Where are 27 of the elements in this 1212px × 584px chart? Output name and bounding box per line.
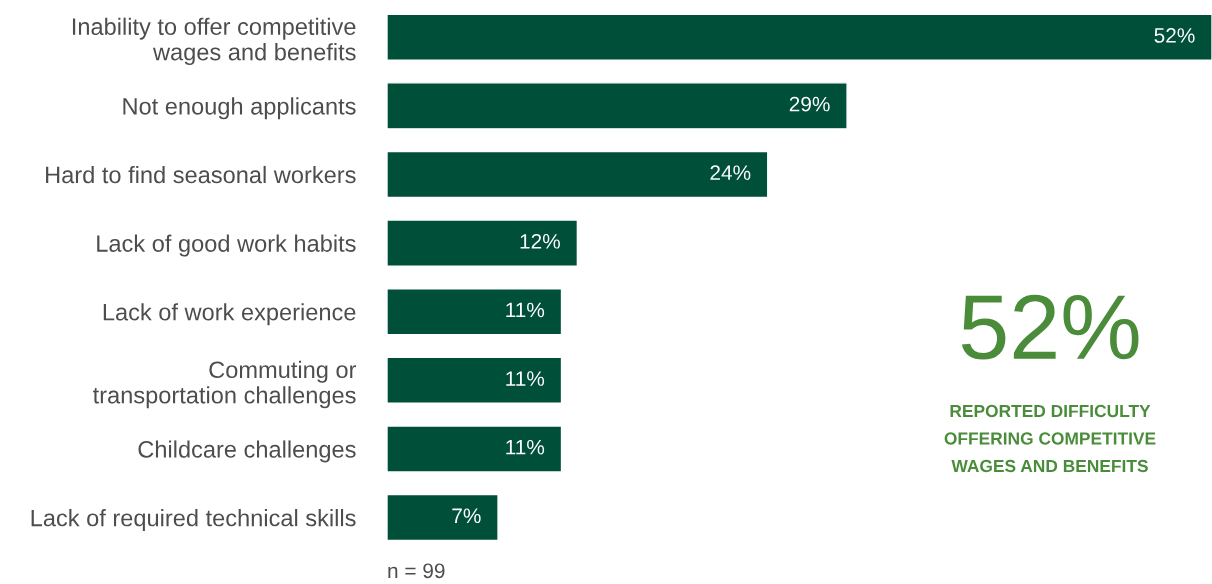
y-tick-label: Not enough applicants [123,97,356,120]
data-label: 7% [452,508,481,524]
data-label: 11% [506,439,545,455]
y-tick-label: Hard to find seasonal workers [46,165,356,184]
annotation: REPORTED DIFFICULTY OFFERING COMPETITIVE WAGES AND BENEFITS [944,404,1156,473]
bar [387,288,563,336]
data-label: 11% [506,302,545,318]
annotation: 52% [961,294,1139,360]
bar [387,150,769,199]
data-label: 11% [506,371,545,386]
bar [387,356,563,405]
data-label: 12% [520,233,560,249]
bar [387,493,499,542]
y-tick-label: Lack of good work habits [97,234,356,257]
y-tick-label: Commuting or transportation challenges [93,360,357,409]
y-tick-label: Childcare challenges [138,440,356,463]
y-tick-label: Lack of required technical skills [31,509,356,532]
y-tick-label: Inability to offer competitive wages and benefits [72,17,356,66]
data-label: 24% [710,165,751,180]
bar [387,425,563,473]
bar [387,82,848,130]
text: n = 99 [388,563,445,579]
data-label: 52% [1154,28,1195,43]
y-tick-label: Lack of work experience [103,303,356,326]
data-label: 29% [789,96,830,112]
bar [387,13,1212,61]
bar [387,219,579,267]
